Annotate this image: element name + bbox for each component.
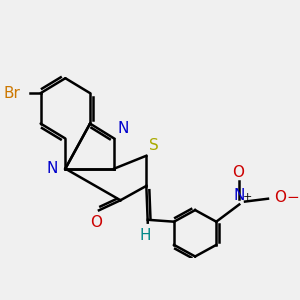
Text: −: − <box>287 190 299 205</box>
Text: N: N <box>234 188 245 203</box>
Text: H: H <box>139 228 151 243</box>
Text: Br: Br <box>3 85 20 100</box>
Text: +: + <box>243 192 253 202</box>
Text: O: O <box>232 165 244 180</box>
Text: O: O <box>274 190 286 205</box>
Text: S: S <box>149 138 159 153</box>
Text: N: N <box>117 121 128 136</box>
Text: O: O <box>90 214 102 230</box>
Text: N: N <box>47 161 58 176</box>
